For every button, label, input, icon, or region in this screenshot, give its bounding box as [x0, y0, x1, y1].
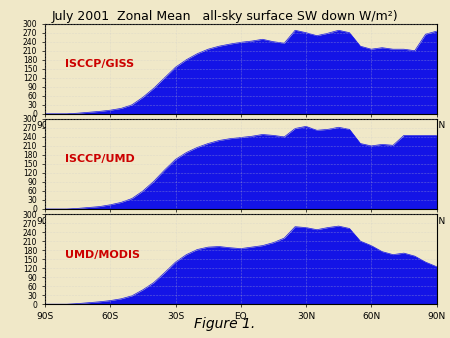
Text: July 2001  Zonal Mean   all-sky surface SW down W/m²): July 2001 Zonal Mean all-sky surface SW …	[52, 10, 398, 23]
Text: ISCCP/GISS: ISCCP/GISS	[65, 59, 134, 69]
Text: UMD/MODIS: UMD/MODIS	[65, 250, 140, 260]
Text: Figure 1.: Figure 1.	[194, 317, 256, 331]
Text: ISCCP/UMD: ISCCP/UMD	[65, 154, 134, 164]
